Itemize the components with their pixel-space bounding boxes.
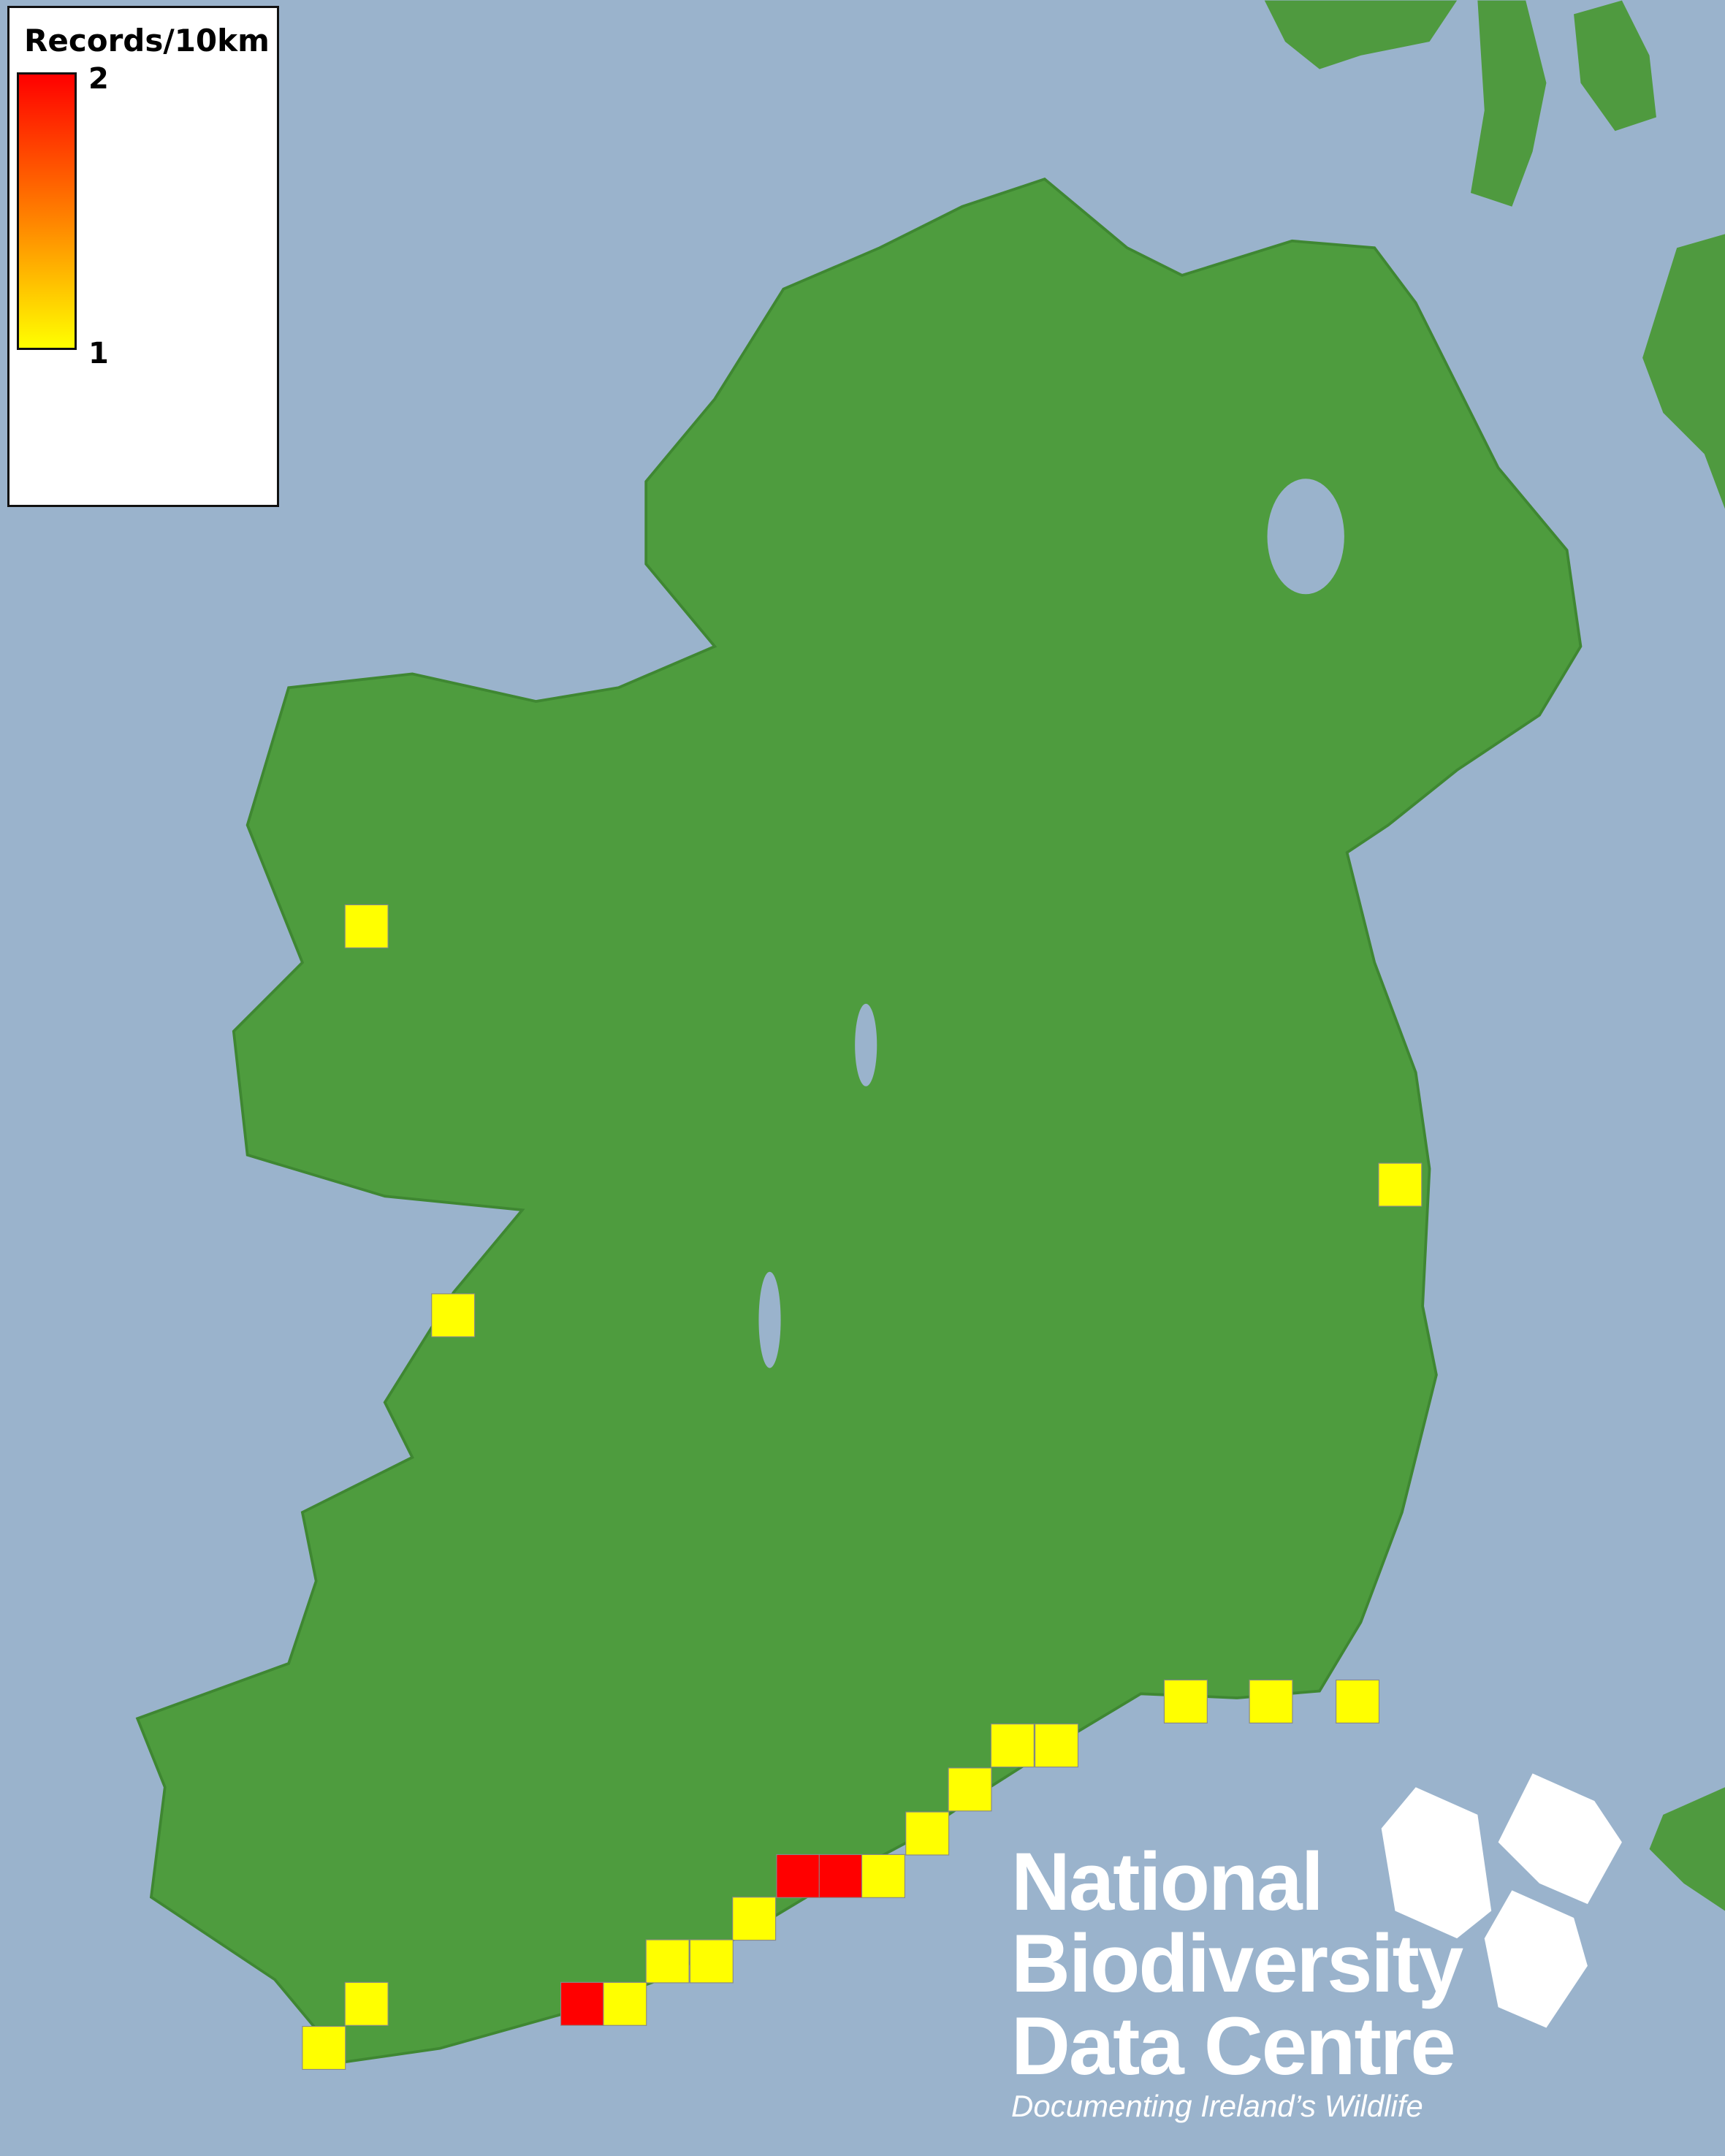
tree-icon [1381,1787,1492,1939]
record-cell [689,1939,734,1984]
logo-line-1: National [1011,1836,1324,1927]
ndbc-logo-mark [1381,1773,1622,2028]
lough-neagh [1267,479,1344,595]
legend-min-label: 1 [88,337,109,370]
logo-tagline: Documenting Ireland’s Wildlife [1011,2089,1423,2123]
butterfly-icon [1498,1773,1622,1905]
record-cell [431,1293,476,1338]
record-cell [905,1811,950,1856]
record-cell [344,1981,389,2026]
logo-line-3: Data Centre [1011,2000,1456,2092]
legend-title: Records/10km [24,23,270,58]
legend: Records/10km 2 1 [7,6,279,507]
record-cell [1035,1723,1079,1768]
record-cell [603,1981,647,2026]
record-cell [861,1854,906,1898]
record-cell [344,904,389,948]
lough-ree [855,1003,877,1086]
lough-derg [758,1271,781,1368]
record-cell [645,1939,690,1984]
legend-color-bar [17,72,77,350]
record-cell [990,1723,1035,1768]
record-cell [1249,1679,1293,1723]
record-cell [560,1981,605,2026]
seahorse-icon [1484,1890,1588,2028]
record-cell [732,1897,777,1941]
record-cell [302,2026,346,2071]
scotland-land [1264,0,1725,1911]
record-cell [948,1767,992,1812]
record-cell [1163,1679,1208,1723]
logo-line-2: Biodiversity [1011,1918,1463,2009]
record-cell [1378,1162,1423,1207]
record-cells [302,904,1423,2071]
legend-max-label: 2 [88,62,109,96]
record-cell [1336,1679,1380,1723]
record-cell [776,1854,820,1898]
record-cell [818,1854,863,1898]
